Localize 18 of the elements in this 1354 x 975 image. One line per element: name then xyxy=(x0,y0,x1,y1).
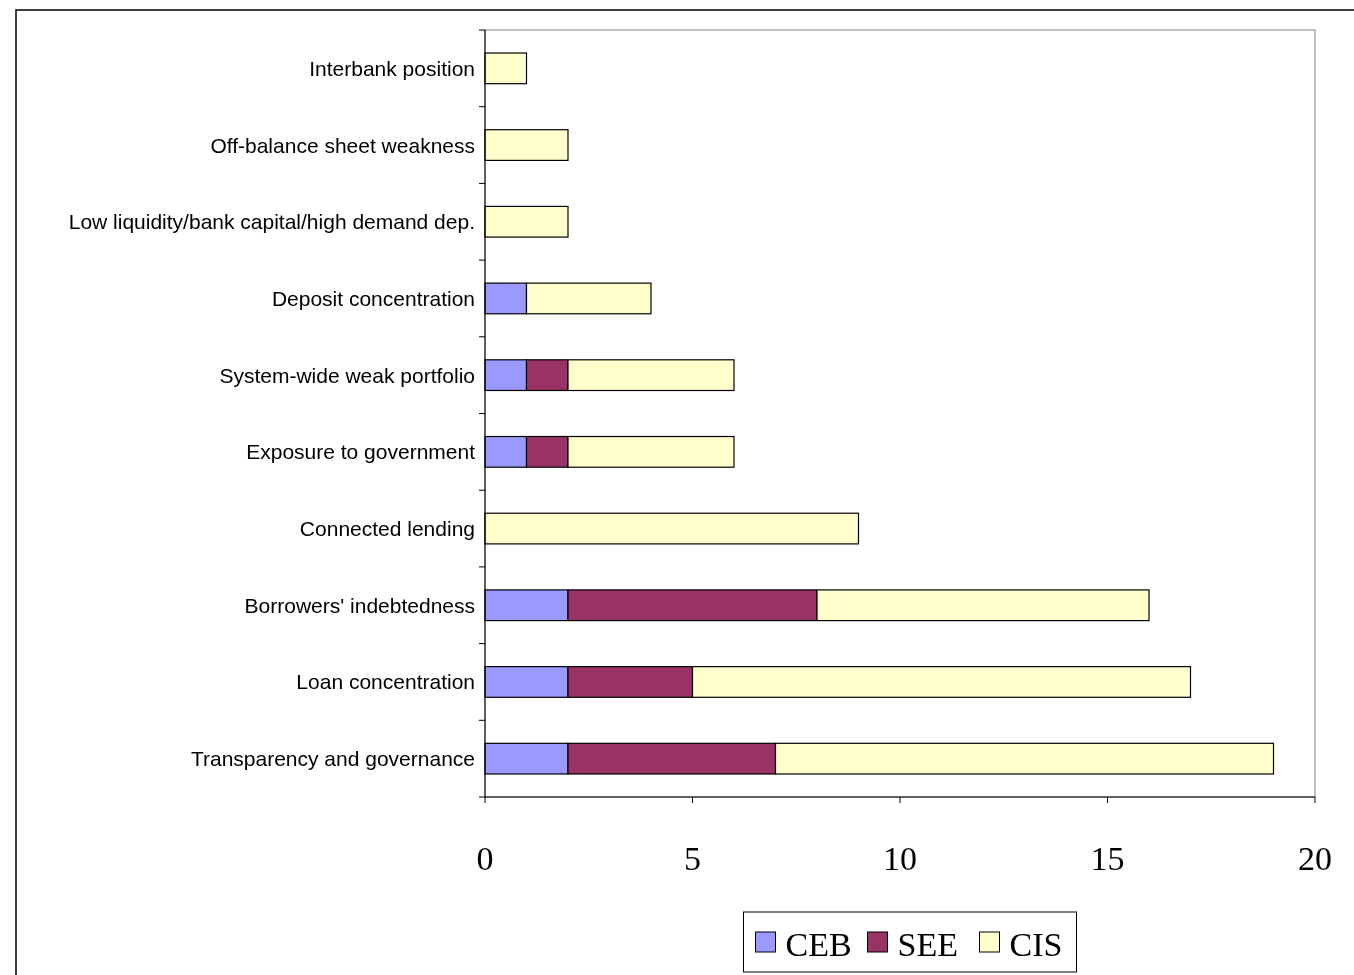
x-tick-label: 5 xyxy=(684,840,701,877)
legend-label: SEE xyxy=(897,926,958,963)
y-tick-label: Connected lending xyxy=(299,517,475,541)
x-tick-label: 10 xyxy=(883,840,917,877)
y-tick-label: Loan concentration xyxy=(296,670,475,694)
x-tick-label: 20 xyxy=(1298,840,1332,877)
legend-label: CIS xyxy=(1009,926,1063,963)
y-tick-label: Low liquidity/bank capital/high demand dep. xyxy=(68,210,475,234)
y-tick-label: Exposure to government xyxy=(246,440,476,464)
y-tick-label: System-wide weak portfolio xyxy=(219,363,475,387)
y-tick-label: Deposit concentration xyxy=(271,286,475,310)
y-tick-label: Transparency and governance xyxy=(190,747,475,771)
legend-label: CEB xyxy=(785,926,852,963)
x-tick-label: 0 xyxy=(476,840,494,877)
x-tick-label: 15 xyxy=(1090,840,1125,877)
y-tick-label: Off-balance sheet weakness xyxy=(210,133,475,157)
y-tick-label: Borrowers' indebtedness xyxy=(244,593,475,617)
y-tick-label: Interbank position xyxy=(309,56,475,80)
